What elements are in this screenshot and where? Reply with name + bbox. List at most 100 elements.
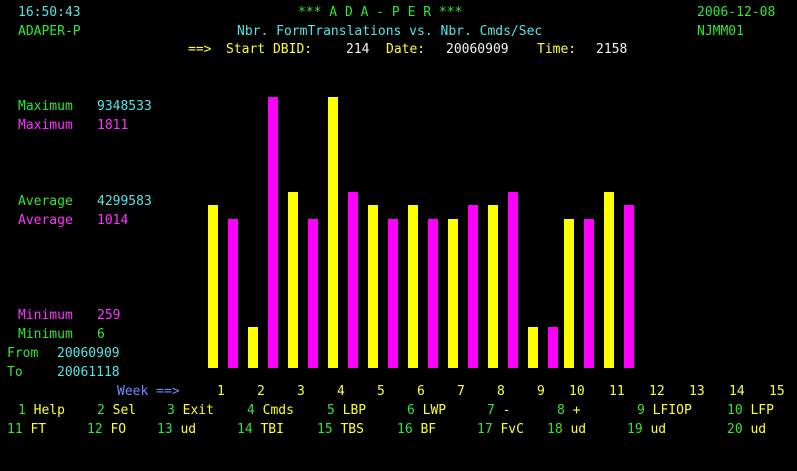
pf-key-label: Exit	[182, 403, 214, 418]
pf-key-number: 7	[487, 403, 503, 418]
pf-key-number: 4	[247, 403, 263, 418]
pf-key-number: 17	[477, 422, 501, 437]
start-date-value: 20060909	[446, 42, 509, 57]
min1-label: Minimum	[18, 308, 73, 323]
bar-series1-week-3	[288, 192, 298, 368]
pf-key-label: Cmds	[262, 403, 294, 418]
to-value: 20061118	[57, 365, 120, 380]
pf-key-label: ud	[180, 422, 197, 437]
pf-key-number: 8	[557, 403, 573, 418]
bar-series1-week-2	[248, 327, 258, 368]
avg1-value: 4299583	[97, 194, 152, 209]
week-tick-8: 8	[497, 384, 505, 399]
max1-value: 9348533	[97, 99, 152, 114]
start-time-label: Time:	[537, 42, 577, 57]
bar-series1-week-5	[368, 205, 378, 368]
bar-series1-week-8	[488, 205, 498, 368]
min2-label: Minimum	[18, 327, 73, 342]
bar-series1-week-11	[604, 192, 614, 368]
pf-key-number: 14	[237, 422, 261, 437]
week-tick-6: 6	[417, 384, 425, 399]
pf1-key[interactable]: 1 Help	[18, 403, 65, 418]
start-time-value: 2158	[596, 42, 628, 57]
pf-key-number: 10	[727, 403, 751, 418]
bar-series1-week-7	[448, 219, 458, 368]
bar-series2-week-2	[268, 97, 278, 368]
bar-series2-week-5	[388, 219, 398, 368]
pf7-key[interactable]: 7 -	[487, 403, 510, 418]
week-tick-15: 15	[769, 384, 785, 399]
pf-key-label: TBI	[260, 422, 284, 437]
pf-key-label: +	[572, 403, 581, 418]
pf-key-label: FvC	[500, 422, 524, 437]
start-dbid-label: Start DBID:	[226, 42, 313, 57]
pf18-key[interactable]: 18 ud	[547, 422, 586, 437]
week-tick-5: 5	[377, 384, 385, 399]
pf-key-number: 6	[407, 403, 423, 418]
node-name: NJMM01	[697, 24, 744, 39]
pf-key-number: 5	[327, 403, 343, 418]
pf20-key[interactable]: 20 ud	[727, 422, 766, 437]
bar-series2-week-8	[508, 192, 518, 368]
bar-series1-week-10	[564, 219, 574, 368]
pf4-key[interactable]: 4 Cmds	[247, 403, 294, 418]
pf-key-number: 18	[547, 422, 571, 437]
to-label: To	[7, 365, 23, 380]
pf-key-number: 20	[727, 422, 751, 437]
program-name: ADAPER-P	[18, 24, 81, 39]
start-arrow: ==>	[188, 42, 212, 57]
week-axis-label: Week ==>	[117, 384, 180, 399]
pf-key-number: 19	[627, 422, 651, 437]
pf-key-number: 15	[317, 422, 341, 437]
avg2-label: Average	[18, 213, 73, 228]
week-tick-2: 2	[257, 384, 265, 399]
pf-key-number: 9	[637, 403, 653, 418]
pf-key-number: 13	[157, 422, 181, 437]
week-tick-14: 14	[729, 384, 745, 399]
pf-key-label: TBS	[340, 422, 364, 437]
pf3-key[interactable]: 3 Exit	[167, 403, 214, 418]
week-tick-13: 13	[689, 384, 705, 399]
start-dbid-value: 214	[346, 42, 370, 57]
max2-label: Maximum	[18, 118, 73, 133]
pf9-key[interactable]: 9 LFIOP	[637, 403, 692, 418]
pf2-key[interactable]: 2 Sel	[97, 403, 136, 418]
bar-series2-week-11	[624, 205, 634, 368]
pf11-key[interactable]: 11 FT	[7, 422, 46, 437]
week-tick-11: 11	[609, 384, 625, 399]
pf-key-number: 2	[97, 403, 113, 418]
pf14-key[interactable]: 14 TBI	[237, 422, 284, 437]
pf-key-label: Sel	[112, 403, 137, 418]
pf5-key[interactable]: 5 LBP	[327, 403, 366, 418]
pf16-key[interactable]: 16 BF	[397, 422, 436, 437]
pf-key-label: -	[502, 403, 511, 418]
from-value: 20060909	[57, 346, 120, 361]
pf17-key[interactable]: 17 FvC	[477, 422, 524, 437]
pf-key-label: ud	[650, 422, 667, 437]
clock-time: 16:50:43	[18, 5, 81, 20]
bar-series2-week-7	[468, 205, 478, 368]
pf8-key[interactable]: 8 +	[557, 403, 580, 418]
bar-series2-week-10	[584, 219, 594, 368]
pf-key-label: LFIOP	[652, 403, 692, 418]
pf15-key[interactable]: 15 TBS	[317, 422, 364, 437]
pf-key-label: FT	[30, 422, 47, 437]
bar-series1-week-1	[208, 205, 218, 368]
bar-series1-week-9	[528, 327, 538, 368]
pf-key-label: LWP	[422, 403, 447, 418]
pf-key-label: ud	[750, 422, 767, 437]
from-label: From	[7, 346, 39, 361]
bar-series2-week-3	[308, 219, 318, 368]
pf-key-label: FO	[110, 422, 127, 437]
pf19-key[interactable]: 19 ud	[627, 422, 666, 437]
bar-series2-week-1	[228, 219, 238, 368]
bar-series2-week-4	[348, 192, 358, 368]
week-tick-10: 10	[569, 384, 585, 399]
avg1-label: Average	[18, 194, 73, 209]
pf6-key[interactable]: 6 LWP	[407, 403, 446, 418]
pf-key-label: Help	[33, 403, 65, 418]
start-date-label: Date:	[386, 42, 426, 57]
pf12-key[interactable]: 12 FO	[87, 422, 126, 437]
pf10-key[interactable]: 10 LFP	[727, 403, 774, 418]
pf13-key[interactable]: 13 ud	[157, 422, 196, 437]
